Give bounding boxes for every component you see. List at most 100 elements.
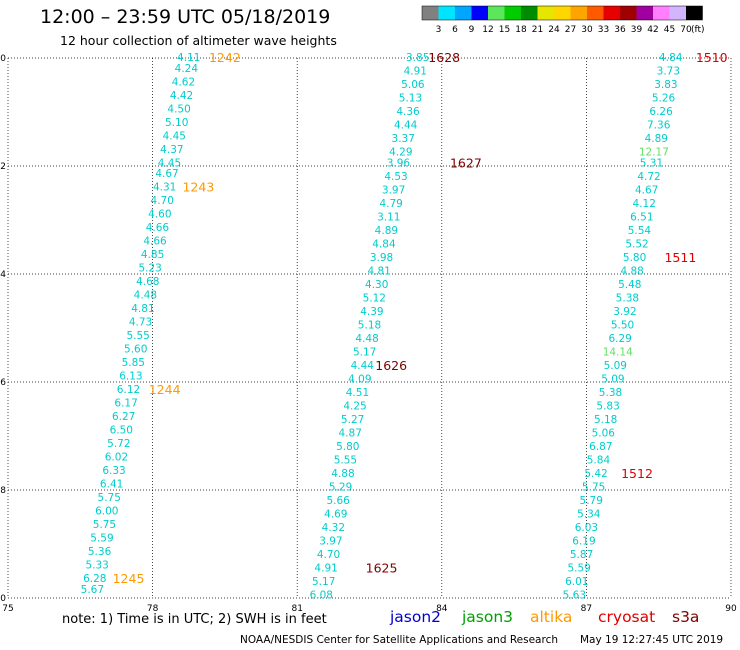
color-scale-label: 42 xyxy=(647,25,658,35)
swh-value-label: 4.36 xyxy=(396,106,420,118)
swh-value-label: 4.24 xyxy=(175,63,199,75)
color-swatch xyxy=(488,6,505,20)
swh-value-label: 5.06 xyxy=(401,79,425,91)
swh-value-label: 4.45 xyxy=(163,130,186,142)
swh-value-label: 4.12 xyxy=(633,198,656,210)
swh-value-label: 5.23 xyxy=(138,263,161,275)
swh-value-label: 4.44 xyxy=(394,120,418,132)
swh-value-label: 5.79 xyxy=(580,495,603,507)
color-swatch xyxy=(587,6,604,20)
y-tick-label: 0 xyxy=(0,54,6,64)
swh-value-label: 5.38 xyxy=(616,292,639,304)
swh-value-label: 5.38 xyxy=(599,387,622,399)
swh-value-label: 6.19 xyxy=(572,535,595,547)
swh-value-label: 3.96 xyxy=(387,157,411,169)
swh-value-label: 4.89 xyxy=(375,225,398,237)
swh-value-label: 6.50 xyxy=(110,425,133,437)
swh-value-label: 5.34 xyxy=(577,508,601,520)
swh-value-label: 4.48 xyxy=(134,290,157,302)
swh-value-label: 4.88 xyxy=(620,265,643,277)
swh-value-label: 5.13 xyxy=(399,93,422,105)
color-scale-label: 39 xyxy=(631,25,643,35)
swh-value-label: 5.59 xyxy=(567,562,590,574)
swh-value-label: 4.81 xyxy=(367,265,390,277)
color-scale-label: 18 xyxy=(515,25,527,35)
swh-value-label: 6.12 xyxy=(117,384,140,396)
color-scale-label: 45 xyxy=(664,25,675,35)
swh-value-label: 4.60 xyxy=(148,209,171,221)
swh-value-label: 3.97 xyxy=(319,535,342,547)
swh-value-label: 5.75 xyxy=(582,481,605,493)
color-scale-legend: 3 6 9 12 15 18 21 24 27 30 33 36 39 42 45 70 (ft) xyxy=(421,5,705,35)
color-swatch xyxy=(636,6,653,20)
pass-time-label: 1244 xyxy=(149,382,181,397)
swh-value-label: 4.68 xyxy=(136,276,159,288)
swh-value-label: 4.70 xyxy=(317,549,340,561)
swh-value-label: 6.87 xyxy=(589,441,612,453)
swh-value-label: 5.52 xyxy=(625,238,648,250)
color-swatch xyxy=(603,6,620,20)
swh-value-label: 4.44 xyxy=(351,360,375,372)
swh-value-label: 5.27 xyxy=(341,414,364,426)
swh-value-label: 5.80 xyxy=(336,441,359,453)
swh-value-label: 4.67 xyxy=(155,168,178,180)
swh-value-label: 6.01 xyxy=(565,576,588,588)
swh-value-label: 4.79 xyxy=(379,198,402,210)
swh-value-label: 5.18 xyxy=(594,414,617,426)
swh-value-label: 4.09 xyxy=(348,373,371,385)
swh-value-label: 5.54 xyxy=(628,225,652,237)
swh-value-label: 4.88 xyxy=(331,468,354,480)
color-swatch xyxy=(686,6,703,20)
swh-value-label: 4.84 xyxy=(372,238,396,250)
swh-value-label: 5.12 xyxy=(363,292,386,304)
swh-value-label: 3.85 xyxy=(406,52,429,64)
swh-value-label: 4.53 xyxy=(384,171,407,183)
color-scale-unit: (ft) xyxy=(691,25,705,35)
swh-value-label: 5.10 xyxy=(165,117,188,129)
swh-value-label: 5.55 xyxy=(126,330,149,342)
swh-value-label: 5.06 xyxy=(592,427,616,439)
pass-time-label: 1242 xyxy=(209,50,241,65)
swh-value-label: 5.75 xyxy=(93,519,116,531)
y-tick-label: -4 xyxy=(0,270,6,280)
color-swatch xyxy=(537,6,554,20)
color-scale-label: 12 xyxy=(482,25,493,35)
satellite-cryosat-label: cryosat xyxy=(598,608,656,626)
swh-value-label: 5.83 xyxy=(596,400,619,412)
color-swatch xyxy=(455,6,472,20)
swh-value-label: 3.11 xyxy=(377,211,400,223)
swh-value-label: 4.30 xyxy=(365,279,388,291)
swh-value-label: 4.87 xyxy=(339,427,362,439)
swh-value-label: 5.63 xyxy=(563,589,586,601)
color-scale-label: 6 xyxy=(452,25,458,35)
swh-value-label: 4.66 xyxy=(143,236,167,248)
swh-value-label: 5.67 xyxy=(81,584,104,596)
swh-value-label: 6.27 xyxy=(112,411,135,423)
color-swatch xyxy=(669,6,686,20)
swh-value-label: 5.72 xyxy=(107,438,130,450)
chart-subtitle: 12 hour collection of altimeter wave hei… xyxy=(60,33,337,48)
y-tick-label: -8 xyxy=(0,486,6,496)
color-swatch xyxy=(471,6,488,20)
x-tick-label: 78 xyxy=(147,604,159,612)
color-scale-label: 30 xyxy=(581,25,593,35)
x-tick-label: 75 xyxy=(2,604,13,612)
color-scale-label: 15 xyxy=(499,25,510,35)
pass-time-label: 1627 xyxy=(450,155,482,170)
color-scale-label: 24 xyxy=(548,25,560,35)
color-scale-label: 27 xyxy=(565,25,576,35)
y-tick-label: -6 xyxy=(0,378,6,388)
swh-value-label: 5.60 xyxy=(124,344,147,356)
swh-value-label: 5.26 xyxy=(652,93,676,105)
pass-time-label: 1243 xyxy=(182,180,214,195)
swh-value-label: 4.81 xyxy=(131,303,154,315)
pass-time-label: 1626 xyxy=(375,358,407,373)
swh-value-label: 4.91 xyxy=(404,66,427,78)
y-tick-label: -2 xyxy=(0,162,6,172)
swh-value-label: 4.39 xyxy=(360,306,383,318)
swh-value-label: 6.03 xyxy=(575,522,598,534)
swh-value-label: 12.17 xyxy=(639,147,669,159)
swh-value-label: 4.51 xyxy=(346,387,369,399)
swh-value-label: 5.80 xyxy=(623,252,646,264)
swh-value-label: 4.37 xyxy=(160,144,183,156)
